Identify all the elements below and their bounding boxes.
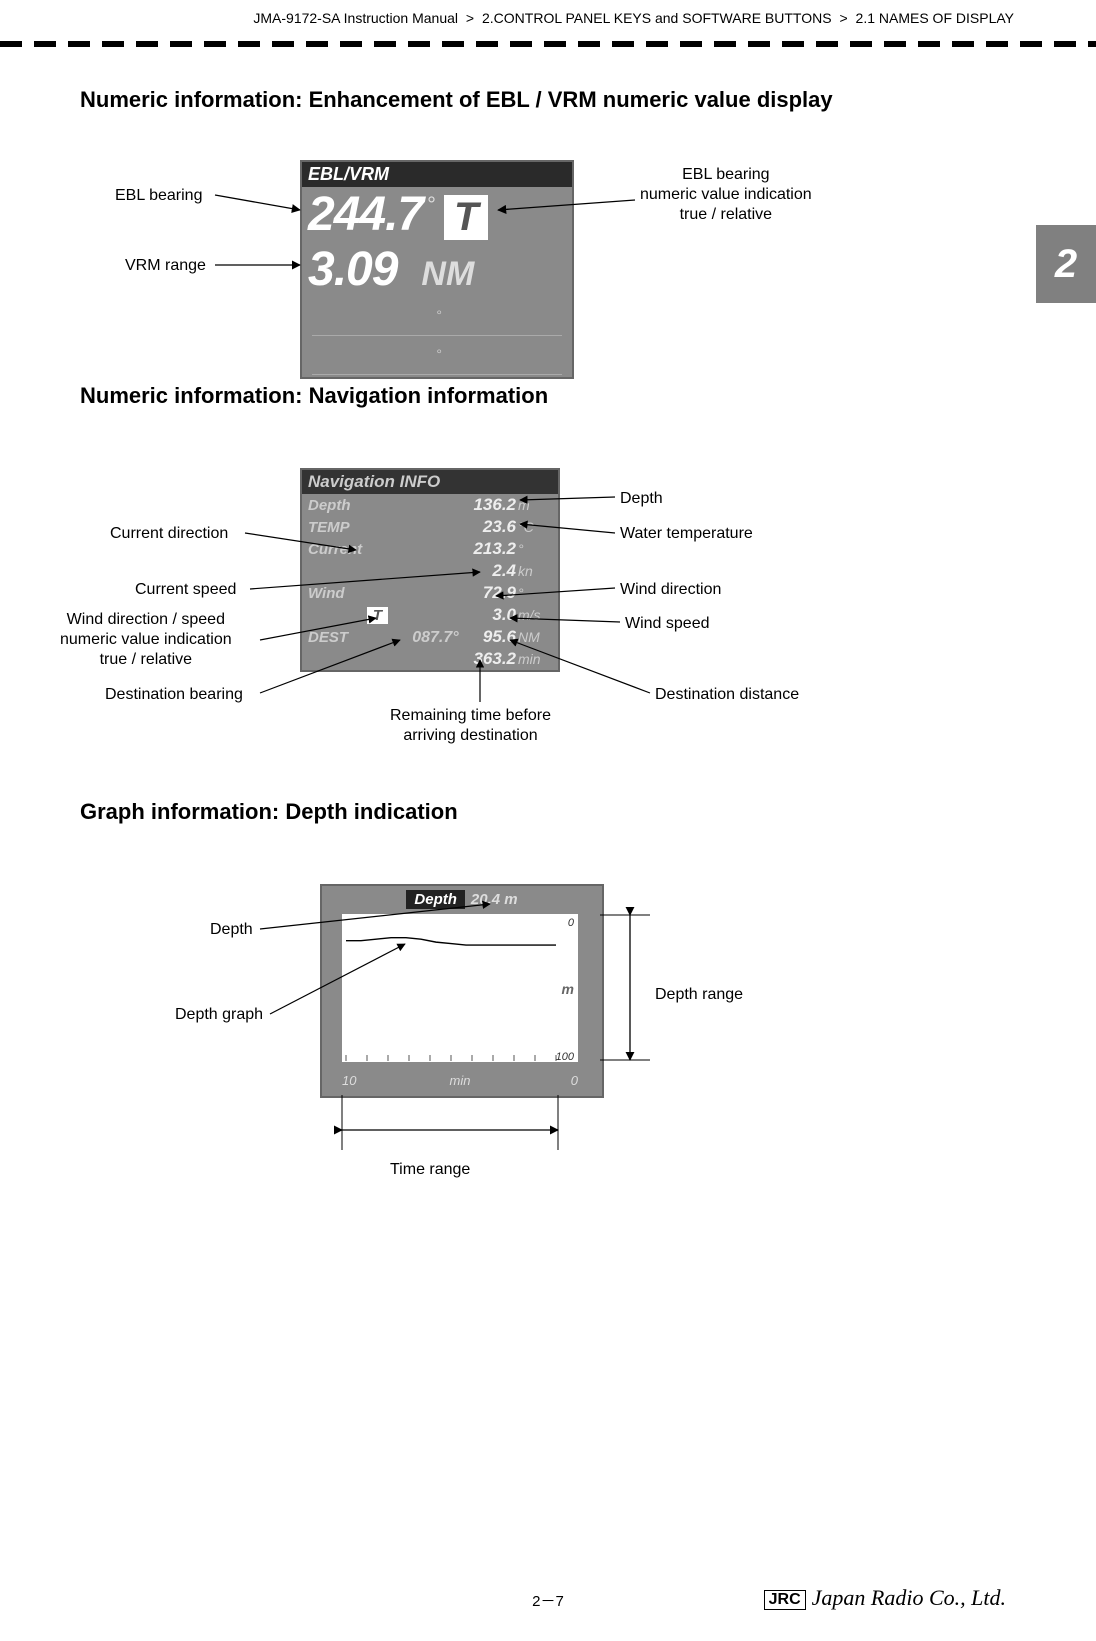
callout-dest-brg: Destination bearing — [105, 685, 243, 705]
jrc-box: JRC — [764, 1590, 806, 1610]
vrm-range-unit: NM — [421, 255, 474, 294]
callout-cur-dir: Current direction — [110, 524, 228, 544]
callout-remaining: Remaining time before arriving destinati… — [390, 706, 551, 746]
depth-unit: m — [504, 891, 517, 908]
page-header: JMA-9172-SA Instruction Manual > 2.CONTR… — [0, 0, 1096, 26]
nav-wind-val: 72.9 — [388, 583, 516, 603]
nav-wind-label: Wind — [308, 585, 388, 602]
nav-dest-dist: 95.6 — [483, 627, 516, 647]
ebl-deg: ° — [427, 192, 436, 218]
callout-g-graph: Depth graph — [175, 1005, 263, 1025]
depth-value: 20.4 — [471, 891, 500, 908]
callout-cur-spd: Current speed — [135, 580, 236, 600]
nav-depth-val: 136.2 — [388, 495, 516, 515]
callout-depth: Depth — [620, 489, 663, 509]
callout-water-temp: Water temperature — [620, 524, 753, 544]
nav-curspd-unit: kn — [516, 563, 552, 579]
ebl-bearing-value: 244.7 — [308, 187, 423, 242]
callout-g-depth: Depth — [210, 920, 253, 940]
jrc-logo: JRC Japan Radio Co., Ltd. — [764, 1585, 1006, 1611]
nav-depth-unit: m — [516, 497, 552, 513]
nav-dest-brg: 087.7 — [412, 629, 452, 646]
callout-ebl-bearing: EBL bearing — [115, 186, 202, 206]
gt1: > — [466, 10, 474, 26]
jrc-text: Japan Radio Co., Ltd. — [812, 1585, 1006, 1610]
nav-info-panel: Navigation INFO Depth 136.2 m TEMP 23.6 … — [300, 468, 560, 672]
nav-dest-dist-unit: NM — [516, 629, 552, 645]
callout-wind-spd: Wind speed — [625, 614, 710, 634]
nav-cur-unit: ° — [516, 541, 552, 557]
nav-windspd-unit: m/s — [516, 607, 552, 623]
gt2: > — [839, 10, 847, 26]
vrm-range-value: 3.09 — [308, 242, 397, 297]
nav-curspd-val: 2.4 — [388, 561, 516, 581]
chapter-tab: 2 — [1036, 225, 1096, 303]
depth-x-right: 0 — [571, 1073, 578, 1088]
ebl-mode-T: T — [444, 195, 488, 240]
callout-vrm-range: VRM range — [125, 256, 206, 276]
depth-y-top: 0 — [568, 917, 575, 929]
nav-dest-label: DEST — [308, 629, 388, 646]
nav-wind-unit: ° — [516, 585, 552, 601]
section-title-nav: Numeric information: Navigation informat… — [80, 383, 1096, 409]
nav-cur-label: Current — [308, 541, 388, 558]
section-name: 2.1 NAMES OF DISPLAY — [856, 10, 1014, 26]
dashed-rule — [0, 41, 1096, 47]
chapter-name: 2.CONTROL PANEL KEYS and SOFTWARE BUTTON… — [482, 10, 832, 26]
depth-plot-area: 0 m 100 — [342, 914, 578, 1062]
depth-y-unit: m — [562, 981, 574, 997]
nav-temp-val: 23.6 — [388, 517, 516, 537]
nav-windspd-val: 3.0 — [388, 605, 516, 625]
callout-g-drange: Depth range — [655, 985, 743, 1005]
nav-eta-val: 363.2 — [388, 649, 516, 669]
callout-wind-dir: Wind direction — [620, 580, 721, 600]
ebl-blank-2 — [312, 340, 562, 375]
page-footer: 2－7 JRCJapan Radio Co., Ltd. — [0, 1590, 1096, 1611]
manual-name: JMA-9172-SA Instruction Manual — [253, 10, 458, 26]
depth-x-left: 10 — [342, 1073, 356, 1088]
nav-title: Navigation INFO — [302, 470, 558, 494]
nav-depth-label: Depth — [308, 497, 388, 514]
depth-x-label: min — [450, 1073, 471, 1088]
callout-ebl-mode: EBL bearing numeric value indication tru… — [640, 165, 812, 225]
nav-cur-val: 213.2 — [388, 539, 516, 559]
nav-temp-unit: °C — [516, 519, 552, 535]
nav-dest-brg-unit: ° — [452, 629, 458, 646]
ebl-title: EBL/VRM — [302, 162, 572, 187]
section-title-ebl: Numeric information: Enhancement of EBL … — [80, 87, 1096, 113]
depth-y-bottom: 100 — [556, 1051, 575, 1062]
depth-line-svg: 0 m 100 — [342, 914, 578, 1062]
section-title-depth: Graph information: Depth indication — [80, 799, 1096, 825]
nav-eta-unit: min — [516, 651, 552, 667]
callout-dest-dist: Destination distance — [655, 685, 799, 705]
ebl-vrm-panel: EBL/VRM 244.7 ° T 3.09 NM — [300, 160, 574, 379]
nav-wind-mode: T — [367, 607, 388, 624]
ebl-blank-1 — [312, 301, 562, 336]
depth-title: Depth — [406, 890, 465, 909]
depth-graph-panel: Depth 20.4 m 0 m 100 10 min 0 — [320, 884, 604, 1098]
callout-g-trange: Time range — [390, 1160, 470, 1180]
callout-wind-mode: Wind direction / speed numeric value ind… — [60, 610, 232, 670]
nav-temp-label: TEMP — [308, 519, 388, 536]
